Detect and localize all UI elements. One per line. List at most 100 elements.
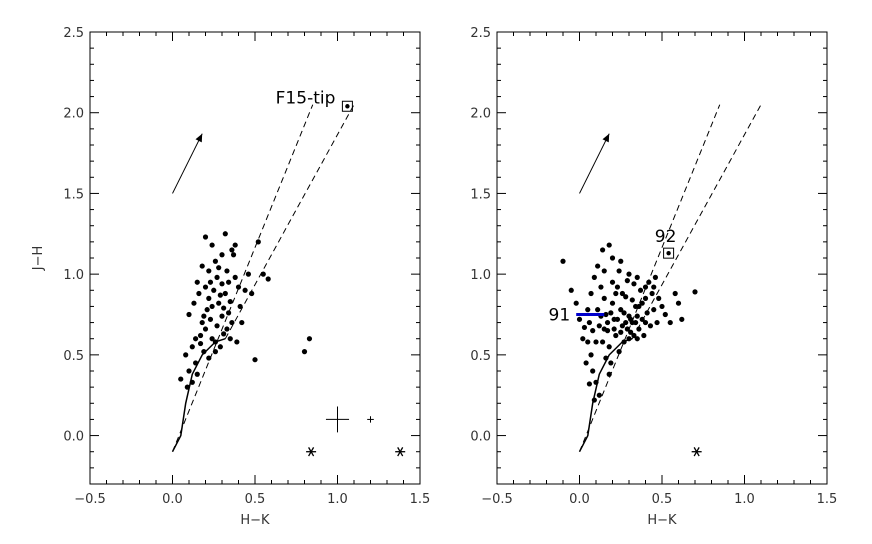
- reddening-vector: [579, 133, 610, 194]
- data-point: [692, 289, 698, 295]
- data-point: [197, 332, 204, 339]
- data-point: [224, 268, 230, 274]
- data-point: [217, 344, 223, 350]
- data-point: [184, 384, 190, 390]
- data-point: [216, 300, 222, 306]
- reddening-vector-head: [602, 133, 610, 143]
- data-point: [235, 284, 242, 290]
- data-point: [591, 397, 597, 403]
- x-tick-label: 1.0: [734, 492, 755, 507]
- data-point: [255, 239, 261, 245]
- data-point: [227, 336, 233, 342]
- data-point: [586, 381, 593, 387]
- data-point: [679, 316, 685, 322]
- data-point: [601, 268, 607, 274]
- data-point: [596, 323, 602, 329]
- x-tick-label: 1.5: [817, 492, 838, 507]
- reddening-vector: [172, 133, 203, 194]
- labeled-segment-label: 91: [549, 306, 571, 326]
- y-tick-label: 1.0: [63, 268, 84, 283]
- reddening-band-line: [579, 104, 721, 452]
- data-point: [639, 300, 645, 306]
- data-point: [609, 279, 616, 285]
- star-marker: [397, 447, 404, 457]
- y-tick-label: 1.5: [470, 187, 491, 202]
- data-point: [621, 310, 627, 316]
- data-point: [652, 274, 659, 280]
- data-point: [656, 295, 662, 301]
- data-point: [588, 290, 594, 297]
- data-point: [603, 355, 609, 361]
- data-point: [606, 344, 612, 350]
- data-point: [606, 371, 612, 377]
- data-point: [626, 336, 632, 342]
- data-point: [606, 242, 612, 248]
- data-point: [614, 316, 621, 322]
- data-point: [209, 242, 215, 248]
- data-point: [197, 340, 204, 347]
- data-point: [560, 258, 566, 264]
- data-point: [628, 316, 634, 322]
- data-point: [659, 303, 665, 310]
- x-tick-label: 1.0: [327, 492, 348, 507]
- data-point: [651, 284, 657, 290]
- data-point: [186, 368, 192, 374]
- data-point: [227, 298, 233, 305]
- data-point: [591, 274, 597, 280]
- data-point: [644, 310, 650, 316]
- data-point: [642, 284, 649, 290]
- data-point: [672, 290, 678, 297]
- data-point: [204, 307, 210, 313]
- data-point: [199, 263, 205, 269]
- data-point: [618, 258, 624, 264]
- star-marker: [308, 447, 315, 457]
- right-panel: −0.5 0.0 0.5 1.0 1.5 0.0 0.5 1.0 1.5 2.0 2.5 H−K 92 9…: [470, 26, 837, 528]
- x-tick-label: 0.0: [569, 492, 590, 507]
- data-point: [603, 311, 609, 318]
- data-point: [576, 316, 583, 322]
- data-point: [196, 290, 202, 297]
- x-tick-label: 0.5: [652, 492, 673, 507]
- data-point: [242, 287, 248, 293]
- data-point: [614, 284, 621, 290]
- data-point: [249, 290, 255, 297]
- data-point: [585, 339, 591, 345]
- data-point: [601, 326, 607, 332]
- data-point: [651, 307, 657, 313]
- reddening-band-line: [224, 104, 355, 339]
- data-point: [629, 297, 635, 303]
- y-tick-label: 0.0: [63, 430, 84, 445]
- data-point: [224, 326, 230, 332]
- data-point: [201, 313, 207, 319]
- data-point: [207, 279, 214, 285]
- left-panel: −0.5 0.0 0.5 1.0 1.5 0.0 0.5 1.0 1.5 2.0 2.5 H−K J−H…: [31, 26, 430, 528]
- data-point: [634, 336, 640, 342]
- star-marker: [693, 447, 700, 457]
- data-point: [207, 316, 214, 322]
- data-point: [609, 300, 616, 306]
- data-point: [222, 231, 228, 237]
- data-point: [202, 234, 209, 240]
- data-point: [600, 247, 606, 253]
- data-point: [642, 295, 649, 301]
- data-point: [193, 360, 199, 366]
- data-point: [631, 332, 637, 339]
- data-point: [183, 352, 189, 358]
- data-point: [226, 279, 232, 285]
- data-point: [623, 294, 629, 300]
- y-tick-label: 2.5: [63, 26, 84, 41]
- data-point: [211, 287, 217, 293]
- data-point: [621, 339, 627, 345]
- data-point: [568, 287, 574, 293]
- data-point: [588, 352, 594, 358]
- data-point: [301, 349, 308, 355]
- data-point: [649, 290, 655, 297]
- data-point: [202, 284, 209, 290]
- data-point: [626, 271, 632, 277]
- data-point: [189, 379, 195, 385]
- data-point: [252, 357, 258, 363]
- data-point: [222, 290, 228, 297]
- data-point: [191, 300, 197, 306]
- data-point: [206, 268, 212, 274]
- data-point: [613, 290, 619, 297]
